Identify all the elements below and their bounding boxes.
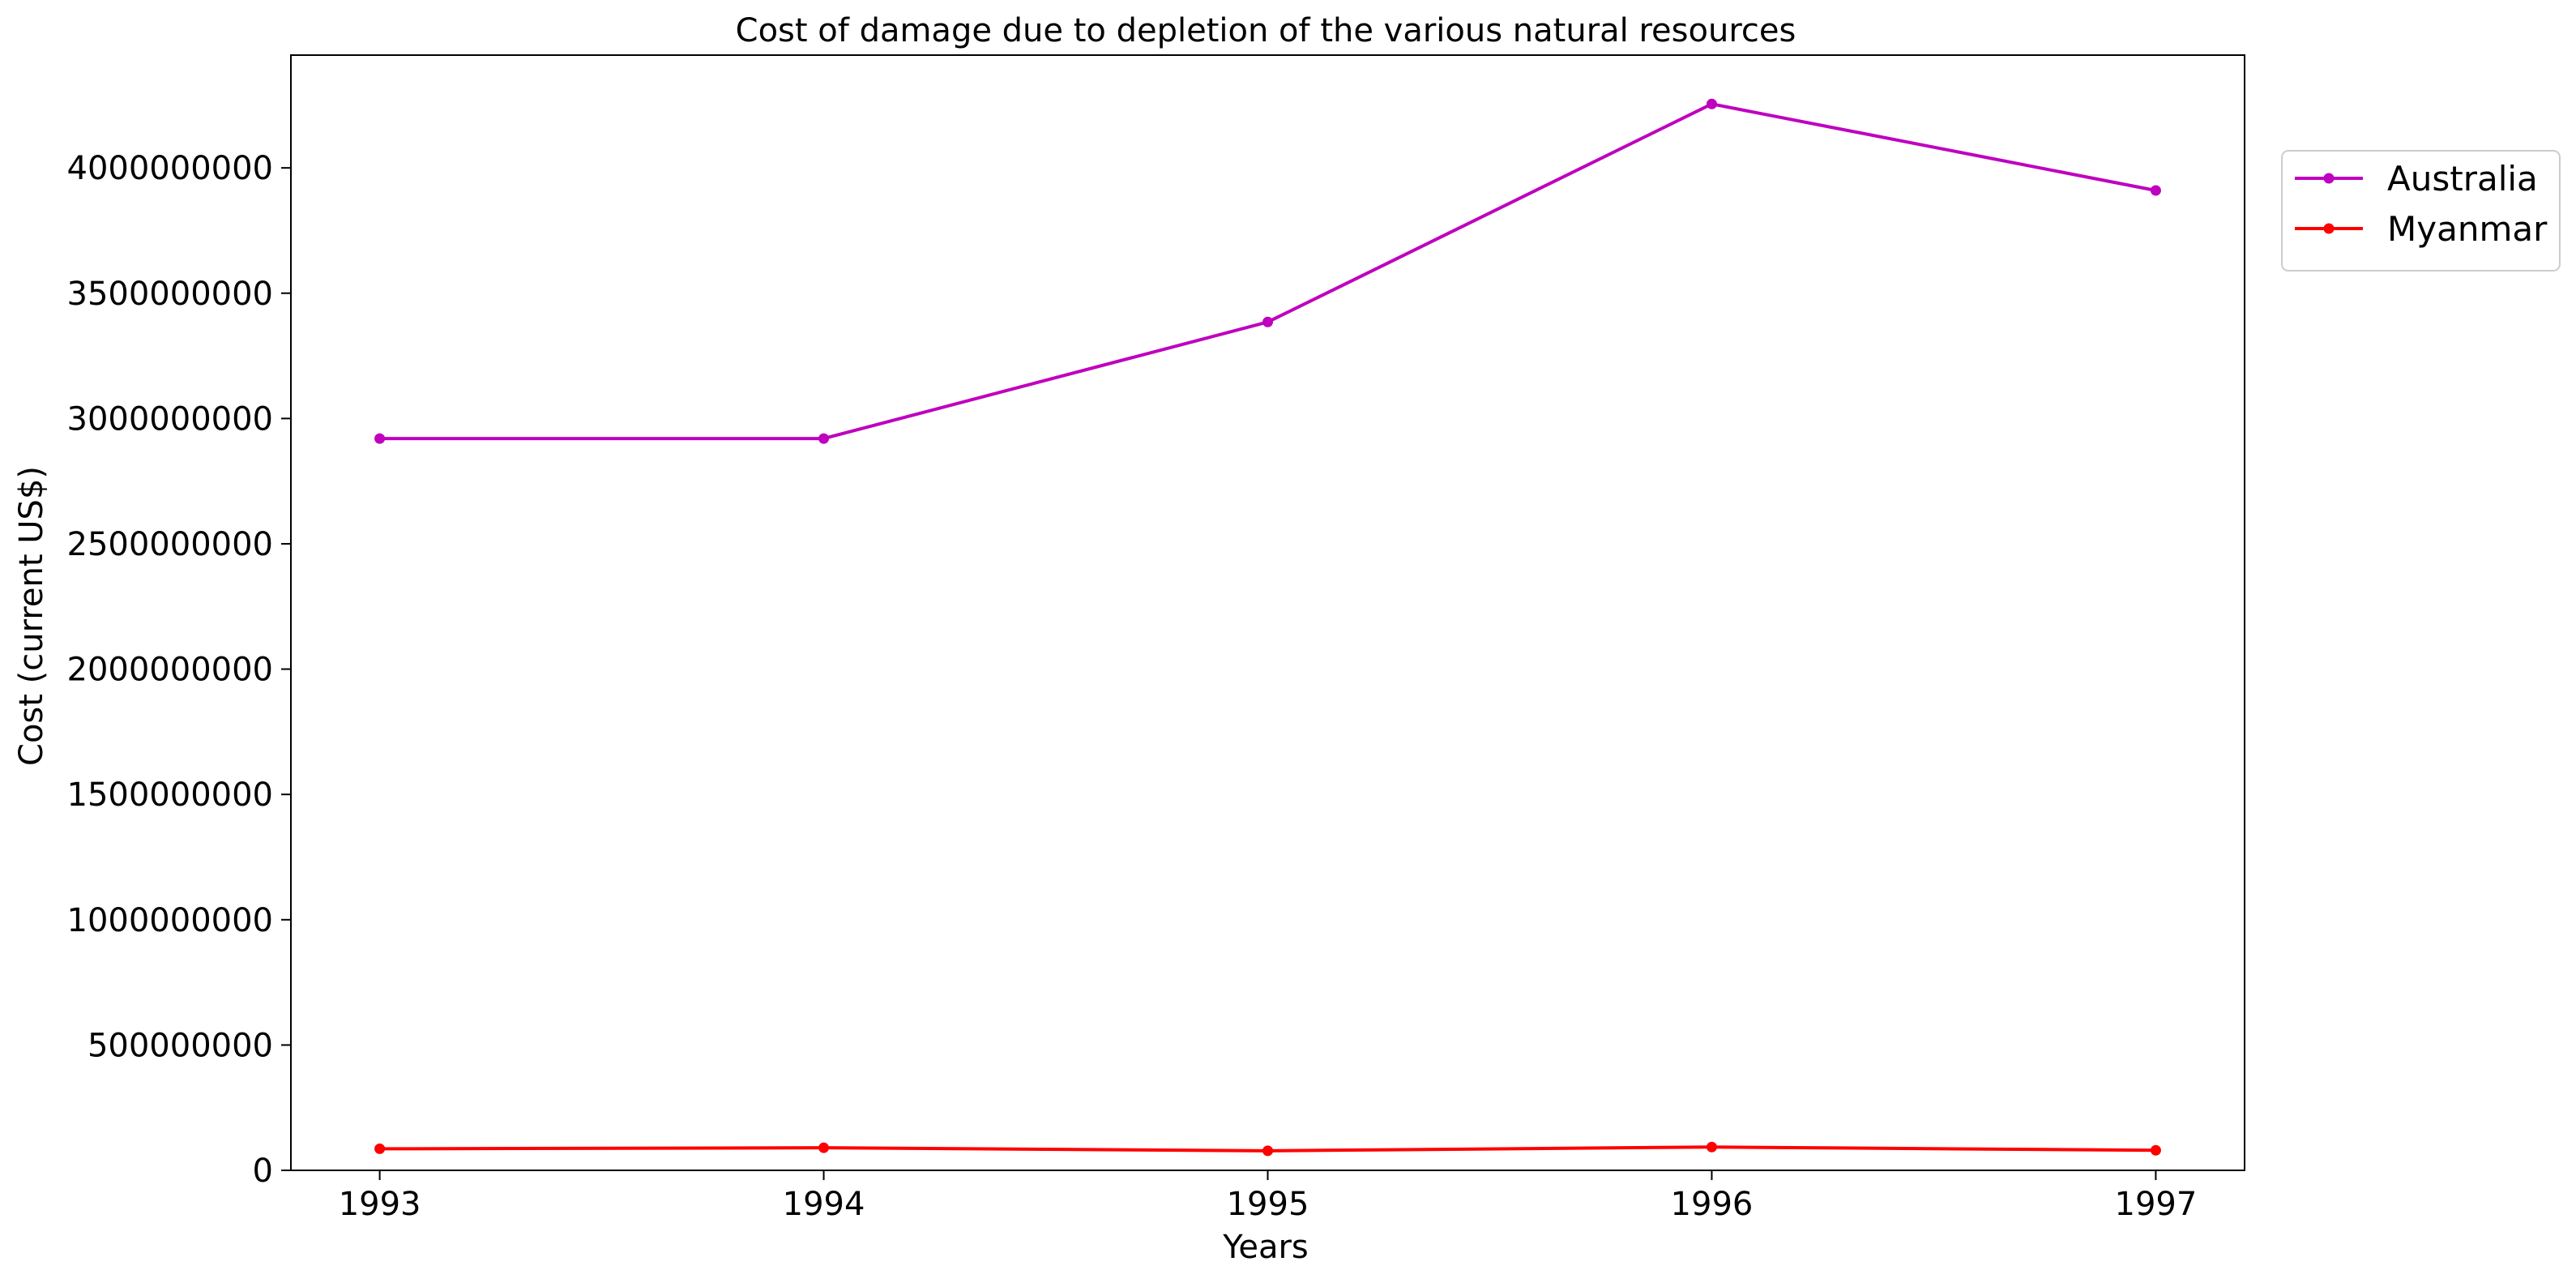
- data-point-australia-1997: [2150, 185, 2161, 196]
- y-tick-label-2: 1000000000: [67, 902, 274, 939]
- x-tick-label-1996: 1996: [1671, 1186, 1754, 1223]
- legend-marker-australia: [2323, 173, 2335, 184]
- data-point-australia-1993: [374, 433, 386, 444]
- chart-title: Cost of damage due to depletion of the v…: [736, 12, 1796, 49]
- y-tick-label-7: 3500000000: [67, 276, 274, 313]
- legend-frame: [2281, 150, 2561, 272]
- legend-marker-myanmar: [2323, 223, 2335, 234]
- x-tick-label-1993: 1993: [339, 1186, 421, 1223]
- data-point-myanmar-1993: [374, 1143, 386, 1154]
- y-tick-label-3: 1500000000: [67, 776, 274, 814]
- data-point-australia-1996: [1706, 98, 1717, 109]
- y-tick-label-1: 500000000: [88, 1027, 273, 1064]
- data-point-myanmar-1995: [1262, 1145, 1273, 1157]
- x-axis-label: Years: [1222, 1229, 1309, 1266]
- y-tick-label-4: 2000000000: [67, 652, 274, 689]
- y-tick-label-8: 4000000000: [67, 150, 274, 187]
- data-point-australia-1995: [1262, 316, 1273, 327]
- legend: Australia Myanmar: [2281, 150, 2561, 272]
- data-point-myanmar-1997: [2150, 1144, 2161, 1156]
- y-tick-label-6: 3000000000: [67, 400, 274, 438]
- y-tick-label-0: 0: [253, 1153, 273, 1190]
- legend-label-myanmar: Myanmar: [2387, 209, 2548, 249]
- data-point-australia-1994: [818, 433, 830, 444]
- legend-label-australia: Australia: [2387, 159, 2538, 199]
- data-point-myanmar-1994: [818, 1142, 830, 1153]
- plot-area: 1993 1994 1995 1996 1997 0 500000000 1000000000…: [67, 54, 2245, 1223]
- x-tick-label-1995: 1995: [1227, 1186, 1309, 1223]
- y-axis-label: Cost (current US$): [13, 466, 50, 766]
- y-tick-label-5: 2500000000: [67, 526, 274, 563]
- x-tick-label-1994: 1994: [783, 1186, 865, 1223]
- data-point-myanmar-1996: [1706, 1141, 1717, 1153]
- x-tick-label-1997: 1997: [2115, 1186, 2198, 1223]
